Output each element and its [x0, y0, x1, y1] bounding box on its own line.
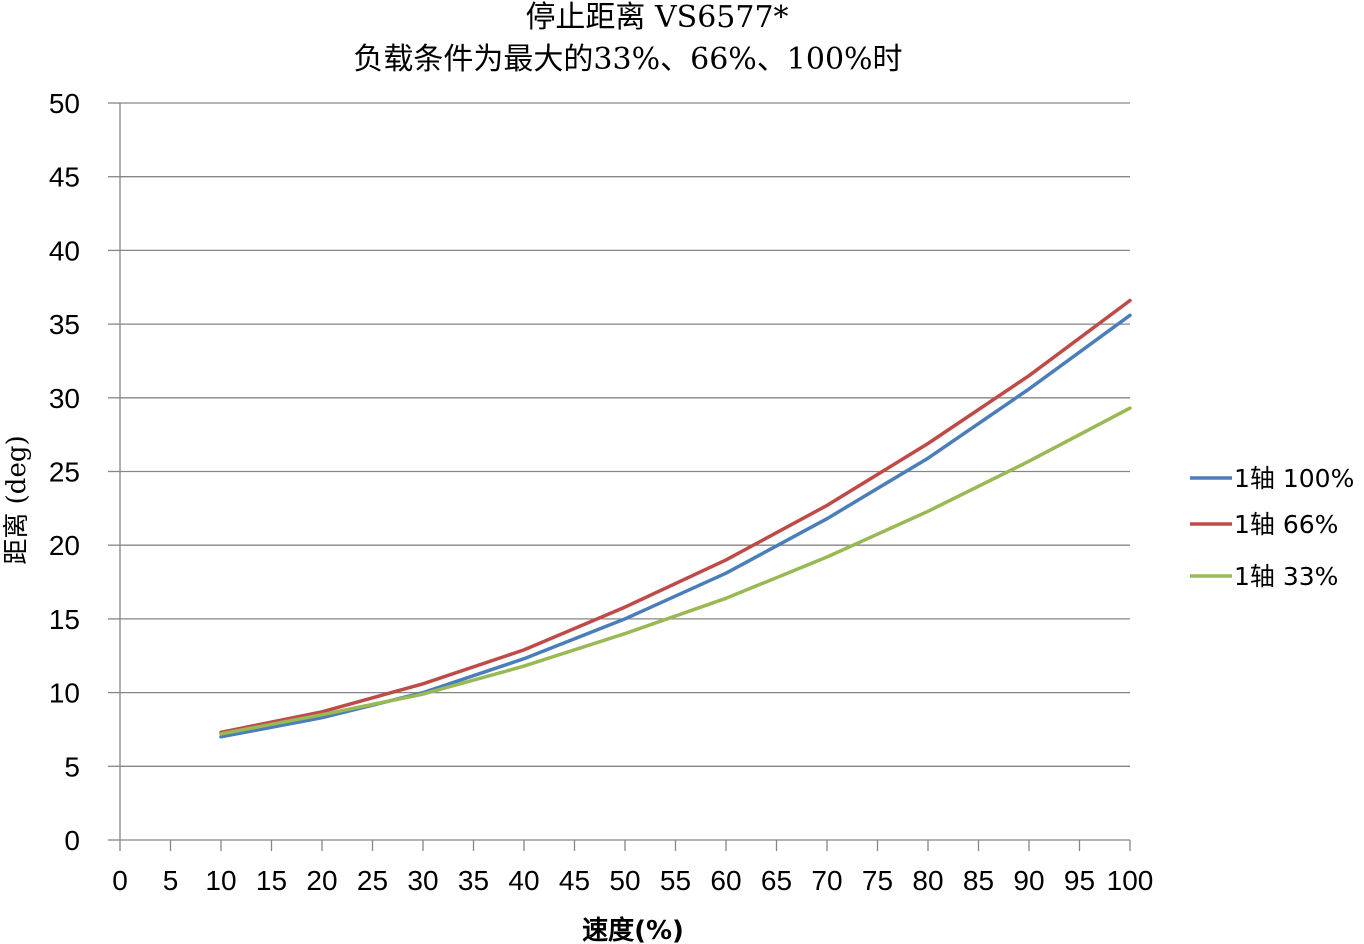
y-tick-label: 45 — [49, 162, 80, 193]
y-tick-label: 50 — [49, 88, 80, 119]
y-axis-title: 距离 (deg) — [2, 435, 32, 564]
y-tick-label: 10 — [49, 678, 80, 709]
x-tick-label: 25 — [357, 865, 388, 896]
x-tick-label: 5 — [163, 865, 179, 896]
legend-label-1: 1轴 66% — [1234, 510, 1338, 539]
y-tick-labels: 0 5 10 15 20 25 30 35 40 45 50 — [49, 88, 80, 856]
y-tick-label: 15 — [49, 604, 80, 635]
x-tick-label: 15 — [256, 865, 287, 896]
x-tick-label: 65 — [761, 865, 792, 896]
gridlines — [120, 102, 1130, 767]
x-tick-label: 85 — [963, 865, 994, 896]
x-tick-label: 95 — [1064, 865, 1095, 896]
x-axis-title: 速度(%) — [582, 915, 684, 944]
series-lines — [219, 298, 1132, 739]
x-tick-label: 55 — [660, 865, 691, 896]
x-tick-label: 90 — [1013, 865, 1044, 896]
x-tick-label: 75 — [862, 865, 893, 896]
legend-label-0: 1轴 100% — [1234, 464, 1354, 493]
x-tick-label: 20 — [306, 865, 337, 896]
x-tick-label: 80 — [912, 865, 943, 896]
x-tick-label: 40 — [508, 865, 539, 896]
series-line-1 — [219, 298, 1132, 735]
x-tick-label: 10 — [205, 865, 236, 896]
x-tick-label: 45 — [559, 865, 590, 896]
x-tick-label: 30 — [407, 865, 438, 896]
y-tick-label: 20 — [49, 530, 80, 561]
chart-title: 停止距离 VS6577* — [525, 0, 788, 35]
y-tick-label: 25 — [49, 457, 80, 488]
x-tick-label: 0 — [112, 865, 128, 896]
chart-subtitle: 负载条件为最大的33%、66%、100%时 — [353, 42, 902, 77]
y-tick-label: 30 — [49, 383, 80, 414]
y-tick-label: 40 — [49, 235, 80, 266]
series-line-0 — [219, 313, 1132, 739]
x-tick-label: 60 — [710, 865, 741, 896]
x-tick-label: 70 — [811, 865, 842, 896]
x-tick-label: 35 — [458, 865, 489, 896]
x-tick-label: 50 — [609, 865, 640, 896]
series-line-2 — [219, 406, 1132, 736]
x-tick-label: 100 — [1107, 865, 1154, 896]
axes — [108, 102, 1131, 851]
legend: 1轴 100% 1轴 66% 1轴 33% — [1190, 464, 1354, 591]
y-tick-label: 35 — [49, 309, 80, 340]
legend-label-2: 1轴 33% — [1234, 562, 1338, 591]
y-tick-label: 5 — [64, 751, 80, 782]
x-tick-labels: 0 5 10 15 20 25 30 35 40 45 50 55 60 65 70 75 80 85 90 95 10… — [112, 865, 1153, 896]
y-tick-label: 0 — [64, 825, 80, 856]
